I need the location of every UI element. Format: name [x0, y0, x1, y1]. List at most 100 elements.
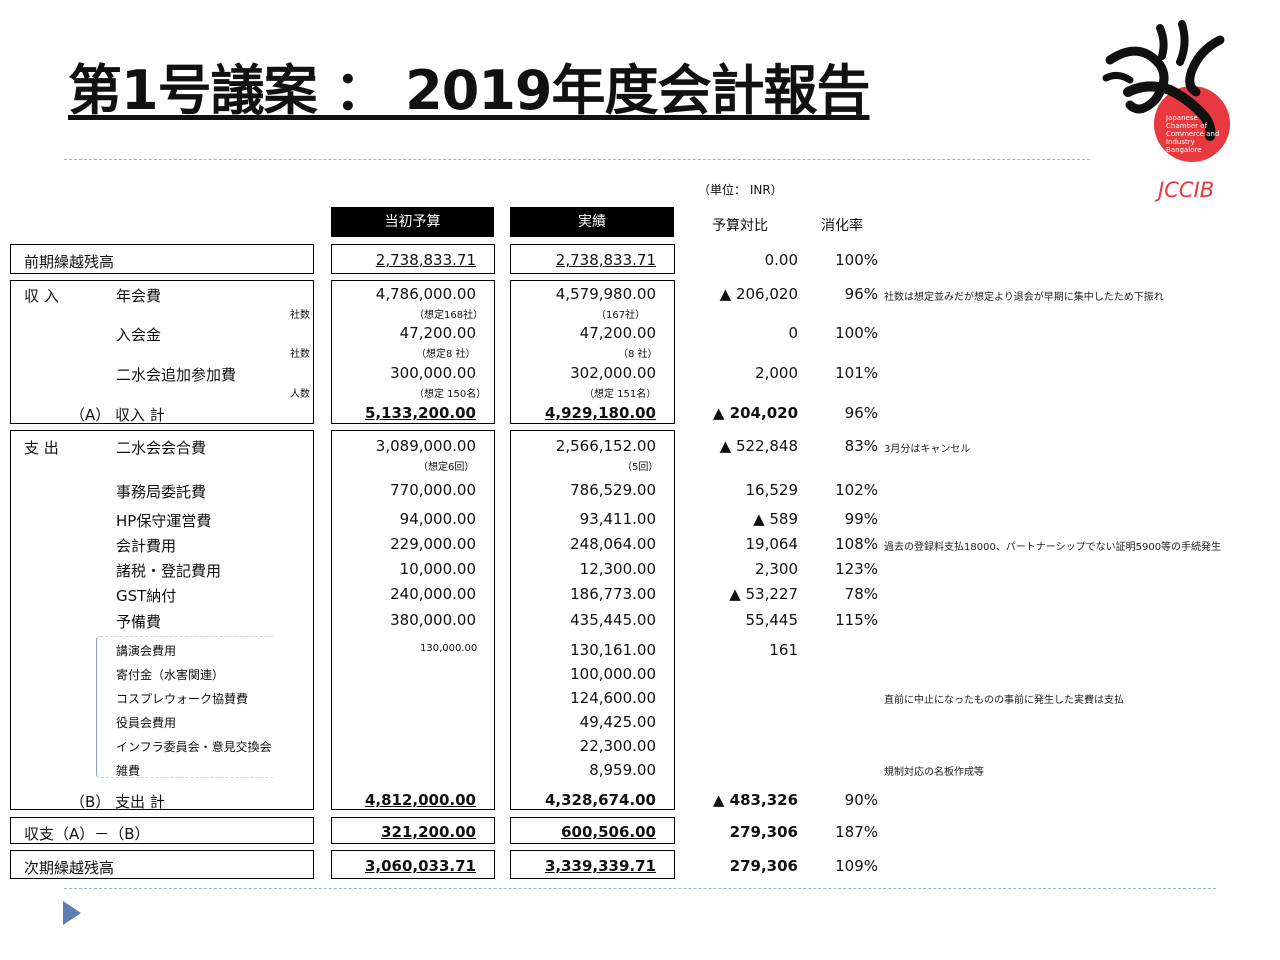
expense-section-label: 支 出 — [24, 439, 59, 457]
carry-out-budget: 3,060,033.71 — [364, 857, 476, 875]
carry-out-budget-box — [331, 850, 495, 879]
page-title: 第1号議案 ： 2019年度会計報告 — [68, 59, 870, 122]
logo-circle-text: Japanese Chamber of Commerce and Industr… — [1166, 114, 1220, 154]
income-section-label: 収 入 — [24, 287, 59, 305]
carry-out-label-box — [10, 850, 314, 879]
logo-mark — [1102, 20, 1230, 162]
balance-label: 収支（A）－（B） — [24, 825, 150, 843]
expense-row-label: 予備費 — [116, 613, 162, 631]
carry-in-diff: 0.00 — [764, 251, 798, 269]
expense-row-diff: 2,300 — [755, 560, 798, 578]
unit-note: （単位： INR） — [698, 183, 783, 197]
expense-row-diff: ▲ 53,227 — [729, 585, 798, 603]
expense-row-actual: 93,411.00 — [579, 510, 656, 528]
expense-total-diff: ▲ 483,326 — [712, 791, 798, 809]
income-row-diff: 2,000 — [755, 364, 798, 382]
rate-column-header: 消化率 — [821, 218, 863, 234]
reserve-sub-budget: 130,000.00 — [420, 643, 478, 654]
expense-row-note: 3月分はキャンセル — [884, 444, 971, 455]
reserve-breakdown-bracket — [96, 636, 273, 778]
expense-row-diff: 19,064 — [745, 535, 799, 553]
income-row-actual: 47,200.00 — [579, 324, 656, 342]
carry-in-rate: 100% — [835, 251, 878, 269]
expense-row-diff: ▲ 522,848 — [719, 437, 798, 455]
reserve-sub-actual: 22,300.00 — [579, 737, 656, 755]
expense-row-label: 諸税・登記費用 — [116, 562, 222, 580]
income-total-budget: 5,133,200.00 — [364, 404, 476, 422]
expense-actual-box — [510, 430, 675, 810]
carry-out-label: 次期繰越残高 — [24, 859, 115, 877]
carry-in-label-box — [10, 244, 314, 274]
income-row-budget-sub: （想定 150名） — [414, 389, 487, 400]
income-total-diff: ▲ 204,020 — [712, 404, 798, 422]
income-row-label: 二水会追加参加費 — [116, 366, 237, 384]
income-row-budget: 300,000.00 — [390, 364, 476, 382]
reserve-sub-diff: 161 — [769, 641, 798, 659]
expense-total-actual: 4,328,674.00 — [544, 791, 656, 809]
carry-in-actual-box — [510, 244, 675, 274]
income-row-actual-sub: （167社） — [596, 310, 646, 321]
income-budget-box — [331, 280, 495, 424]
expense-row-rate: 99% — [844, 510, 878, 528]
expense-row-actual: 248,064.00 — [570, 535, 656, 553]
expense-row-label: HP保守運営費 — [116, 512, 212, 530]
balance-diff: 279,306 — [729, 823, 798, 841]
income-row-budget-sub: （想定168社） — [414, 310, 484, 321]
top-divider — [64, 159, 1090, 160]
expense-label-box — [10, 430, 314, 810]
expense-total-budget: 4,812,000.00 — [364, 791, 476, 809]
balance-label-box — [10, 817, 314, 844]
budget-column-header: 当初予算 — [331, 207, 494, 237]
expense-row-diff: ▲ 589 — [753, 510, 798, 528]
expense-row-budget: 380,000.00 — [390, 611, 476, 629]
income-row-note: 社数は想定並みだが想定より退会が早期に集中したため下振れ — [884, 292, 1164, 303]
expense-row-actual: 186,773.00 — [570, 585, 656, 603]
expense-row-budget: 229,000.00 — [390, 535, 476, 553]
income-total-rate: 96% — [844, 404, 878, 422]
carry-in-actual: 2,738,833.71 — [555, 251, 656, 269]
income-row-actual: 4,579,980.00 — [555, 285, 656, 303]
reserve-sub-label: 寄付金（水害関連） — [116, 668, 225, 682]
jccib-logo: Japanese Chamber of Commerce and Industr… — [1100, 20, 1240, 210]
expense-row-actual-sub: （5回） — [622, 462, 659, 473]
reserve-sub-label: 講演会費用 — [116, 644, 177, 658]
income-total-label: （A） 収入 計 — [70, 406, 165, 424]
expense-row-budget-sub: （想定6回） — [418, 462, 475, 473]
income-row-label: 入会金 — [116, 326, 162, 344]
expense-row-label: 会計費用 — [116, 537, 177, 555]
diff-column-header: 予算対比 — [712, 218, 768, 234]
carry-in-budget-box — [331, 244, 495, 274]
reserve-sub-label: コスプレウォーク協賛費 — [116, 692, 249, 706]
expense-row-budget: 240,000.00 — [390, 585, 476, 603]
expense-row-diff: 55,445 — [745, 611, 799, 629]
reserve-sub-actual: 49,425.00 — [579, 713, 656, 731]
expense-row-actual: 12,300.00 — [579, 560, 656, 578]
carry-in-label: 前期繰越残高 — [24, 253, 115, 271]
reserve-sub-note: 規制対応の名板作成等 — [884, 767, 984, 778]
expense-row-actual: 435,445.00 — [570, 611, 656, 629]
expense-row-rate: 83% — [844, 437, 878, 455]
expense-row-label: GST納付 — [116, 587, 177, 605]
logo-name: JCCIB — [1158, 178, 1215, 202]
bottom-divider — [64, 888, 1216, 889]
actual-column-header: 実績 — [510, 207, 674, 237]
income-row-diff: 0 — [788, 324, 798, 342]
income-actual-box — [510, 280, 675, 424]
expense-row-budget: 770,000.00 — [390, 481, 476, 499]
reserve-sub-actual: 130,161.00 — [570, 641, 656, 659]
next-slide-arrow-icon[interactable] — [62, 900, 82, 930]
balance-rate: 187% — [835, 823, 878, 841]
income-row-budget-sub: （想定8 社） — [416, 349, 476, 360]
reserve-sub-actual: 8,959.00 — [589, 761, 656, 779]
expense-row-actual: 2,566,152.00 — [555, 437, 656, 455]
carry-out-diff: 279,306 — [729, 857, 798, 875]
income-row-rate: 100% — [835, 324, 878, 342]
income-row-budget: 4,786,000.00 — [375, 285, 476, 303]
income-row-label: 年会費 — [116, 287, 162, 305]
reserve-sub-actual: 124,600.00 — [570, 689, 656, 707]
income-row-sub-label: 人数 — [290, 389, 310, 400]
income-row-rate: 101% — [835, 364, 878, 382]
expense-row-actual: 786,529.00 — [570, 481, 656, 499]
balance-budget-box — [331, 817, 495, 844]
expense-row-rate: 78% — [844, 585, 878, 603]
